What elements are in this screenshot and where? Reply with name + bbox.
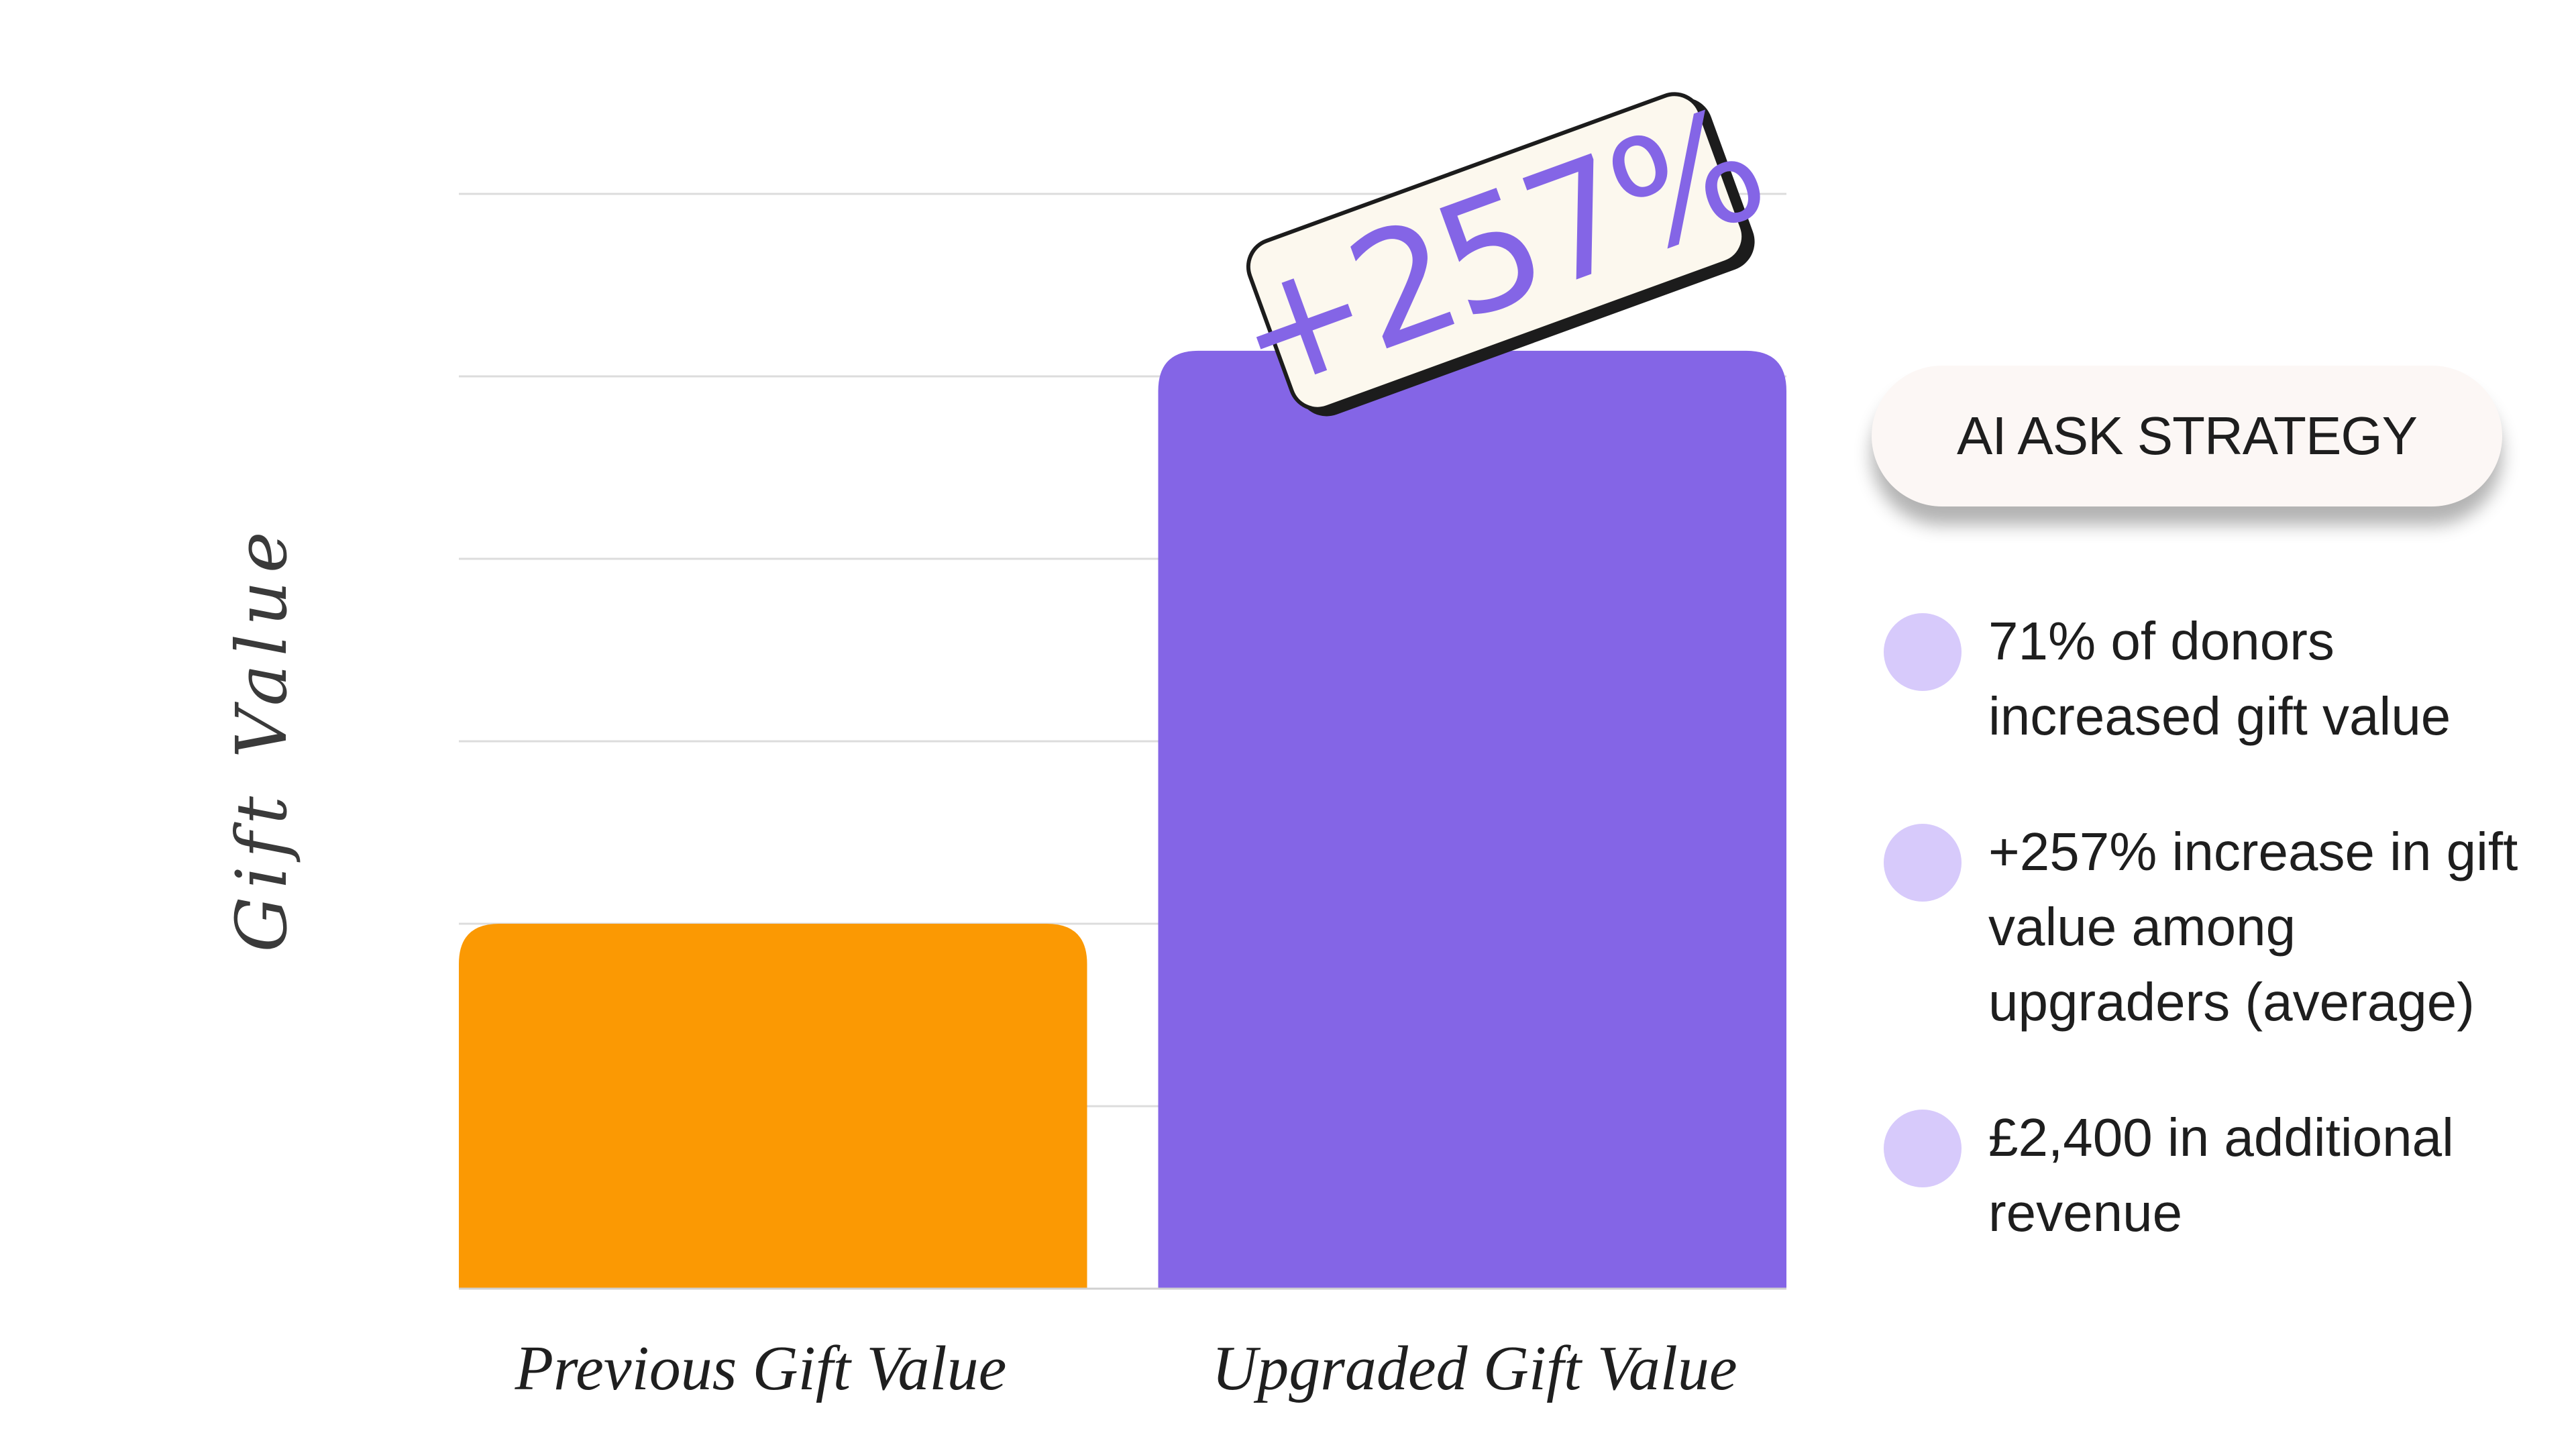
strategy-pill-label: AI ASK STRATEGY [1957, 406, 2418, 466]
bullet-dot [1884, 824, 1962, 902]
stat-item: +257% increase in gift value among upgra… [1884, 814, 2561, 1040]
bar-0 [459, 924, 1087, 1289]
stat-text: £2,400 in additional revenue [1988, 1108, 2454, 1242]
bar-1 [1158, 350, 1786, 1289]
x-tick-label-upgraded: Upgraded Gift Value [1212, 1334, 1737, 1403]
stat-text: 71% of donors increased gift value [1988, 611, 2451, 746]
stats-list: 71% of donors increased gift value +257%… [1884, 604, 2561, 1250]
stat-text: +257% increase in gift value among upgra… [1988, 822, 2518, 1032]
strategy-pill: AI ASK STRATEGY [1872, 366, 2502, 506]
x-tick-label-previous: Previous Gift Value [515, 1334, 1007, 1403]
stat-item: £2,400 in additional revenue [1884, 1100, 2561, 1250]
bars [459, 350, 1786, 1289]
y-axis-label: Gift Value [221, 523, 303, 953]
bullet-dot [1884, 1110, 1962, 1187]
bullet-dot [1884, 613, 1962, 691]
stat-item: 71% of donors increased gift value [1884, 604, 2561, 754]
